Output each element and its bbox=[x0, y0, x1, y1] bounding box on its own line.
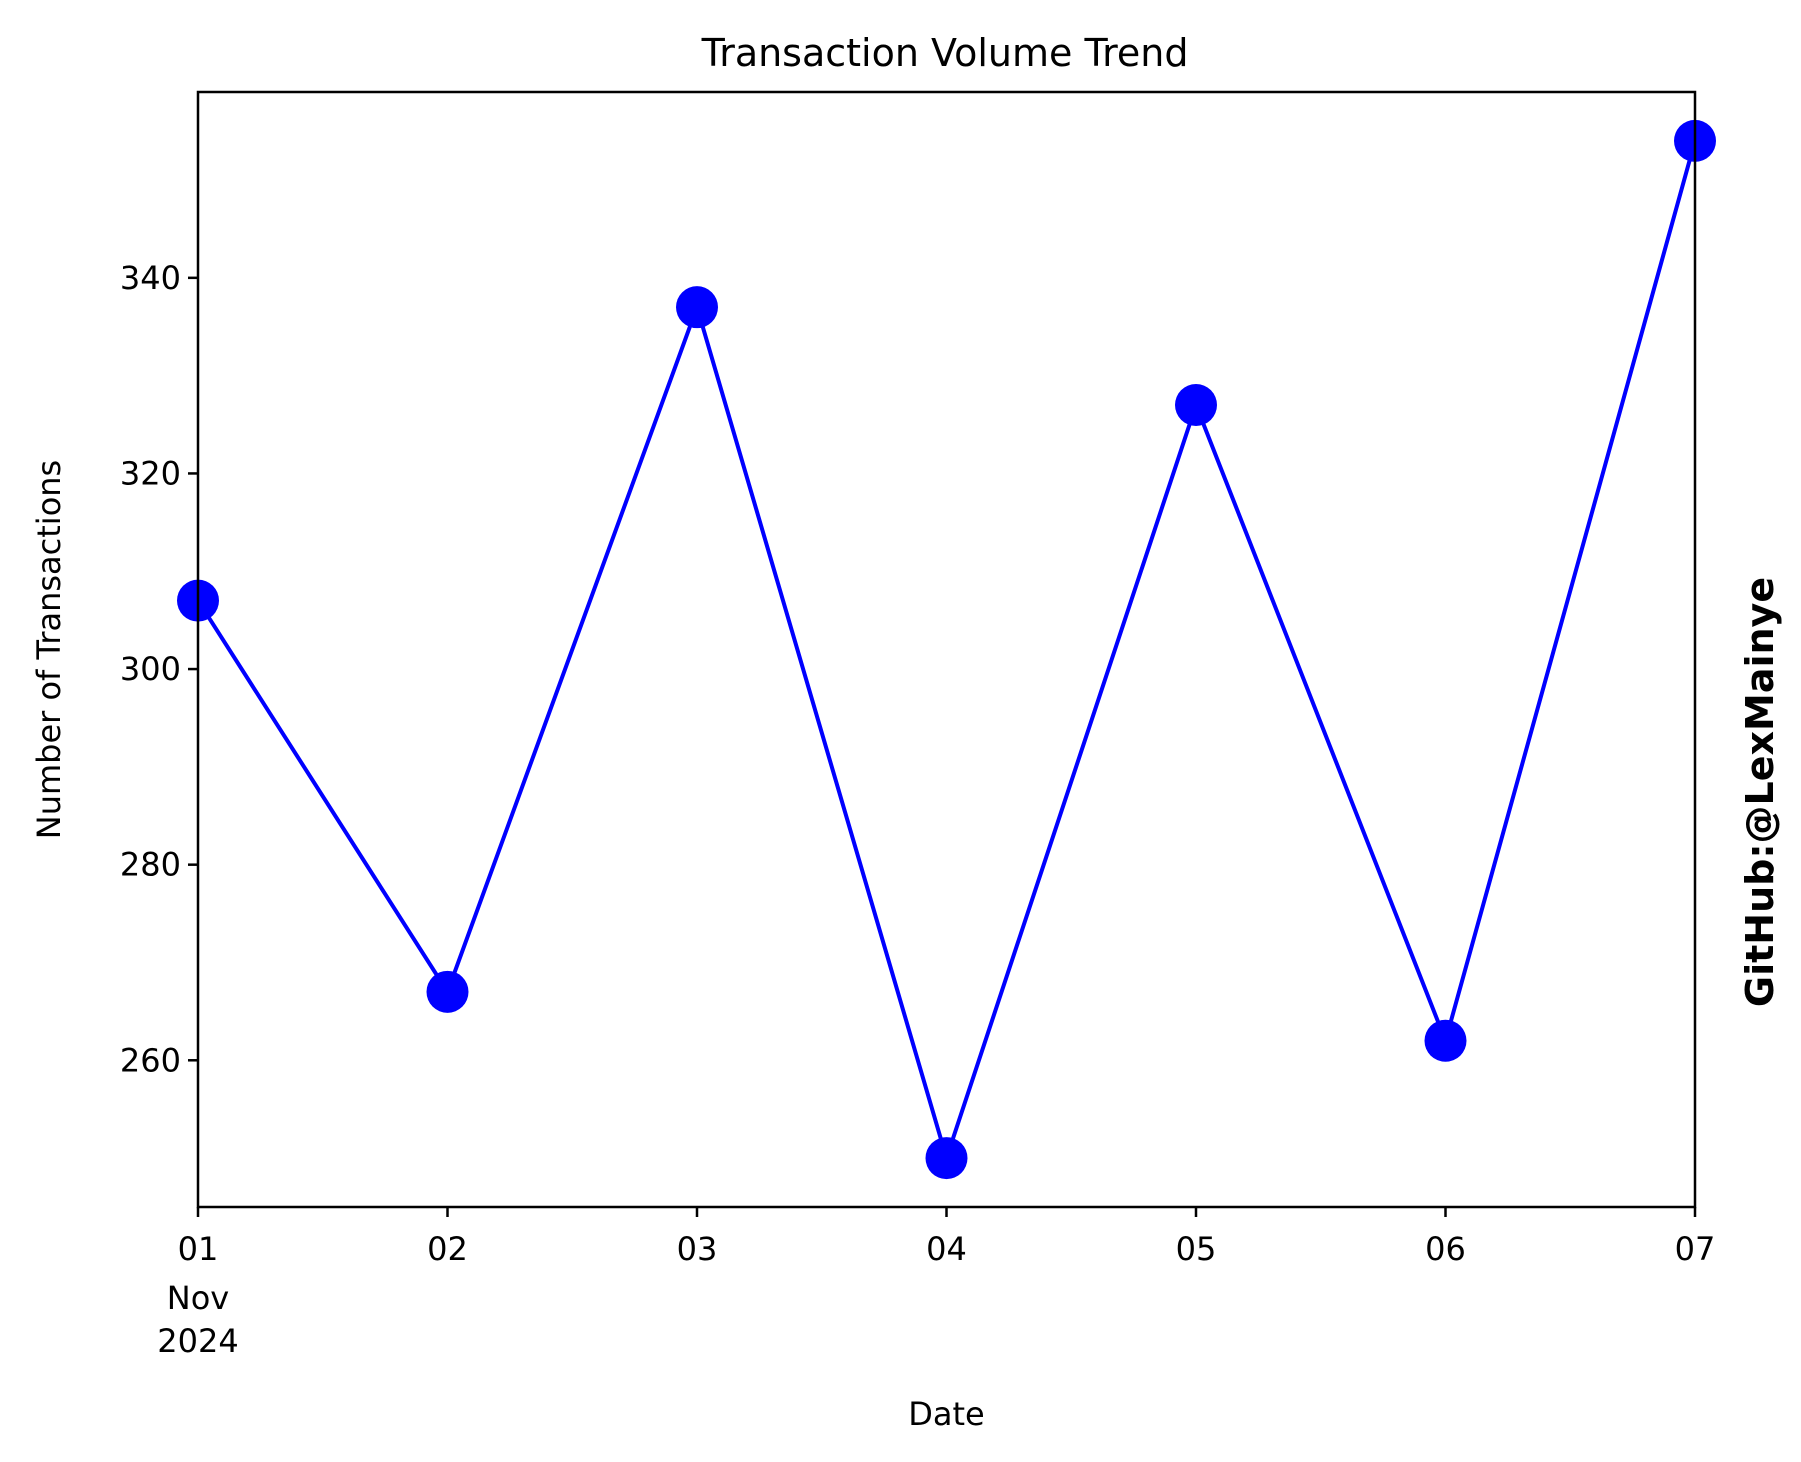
y-axis-ticks: 260 280 300 320 340 bbox=[120, 259, 198, 1079]
y-axis-label: Number of Transactions bbox=[30, 460, 68, 839]
y-tick-label: 260 bbox=[120, 1041, 181, 1079]
x-tick-sublabel: Nov bbox=[167, 1279, 229, 1317]
watermark-text: GitHub:@LexMainye bbox=[1738, 577, 1782, 1007]
y-tick-label: 300 bbox=[120, 650, 181, 688]
y-tick-label: 320 bbox=[120, 454, 181, 492]
x-tick-label: 02 bbox=[427, 1230, 468, 1268]
x-tick-label: 05 bbox=[1176, 1230, 1217, 1268]
series-line bbox=[196, 140, 1697, 1165]
x-tick-label: 01 bbox=[178, 1230, 219, 1268]
data-point-marker bbox=[925, 1137, 968, 1180]
x-tick-label: 04 bbox=[926, 1230, 967, 1268]
y-tick-label: 340 bbox=[120, 259, 181, 297]
chart-title: Transaction Volume Trend bbox=[701, 31, 1189, 75]
data-point-marker bbox=[426, 970, 469, 1013]
data-point-marker bbox=[1424, 1019, 1467, 1062]
x-tick-sublabel: 2024 bbox=[157, 1322, 238, 1360]
x-tick-label: 07 bbox=[1675, 1230, 1716, 1268]
data-point-marker bbox=[1175, 383, 1217, 426]
data-point-marker bbox=[676, 286, 718, 329]
y-tick-label: 280 bbox=[120, 846, 181, 884]
x-tick-label: 03 bbox=[677, 1230, 718, 1268]
plot-area-frame bbox=[196, 90, 1697, 1209]
series-layer bbox=[177, 119, 1716, 1180]
x-tick-label: 06 bbox=[1425, 1230, 1466, 1268]
x-axis-ticks: 01 Nov 2024 02 03 04 05 06 07 bbox=[157, 1207, 1715, 1360]
x-axis-label: Date bbox=[908, 1395, 984, 1433]
